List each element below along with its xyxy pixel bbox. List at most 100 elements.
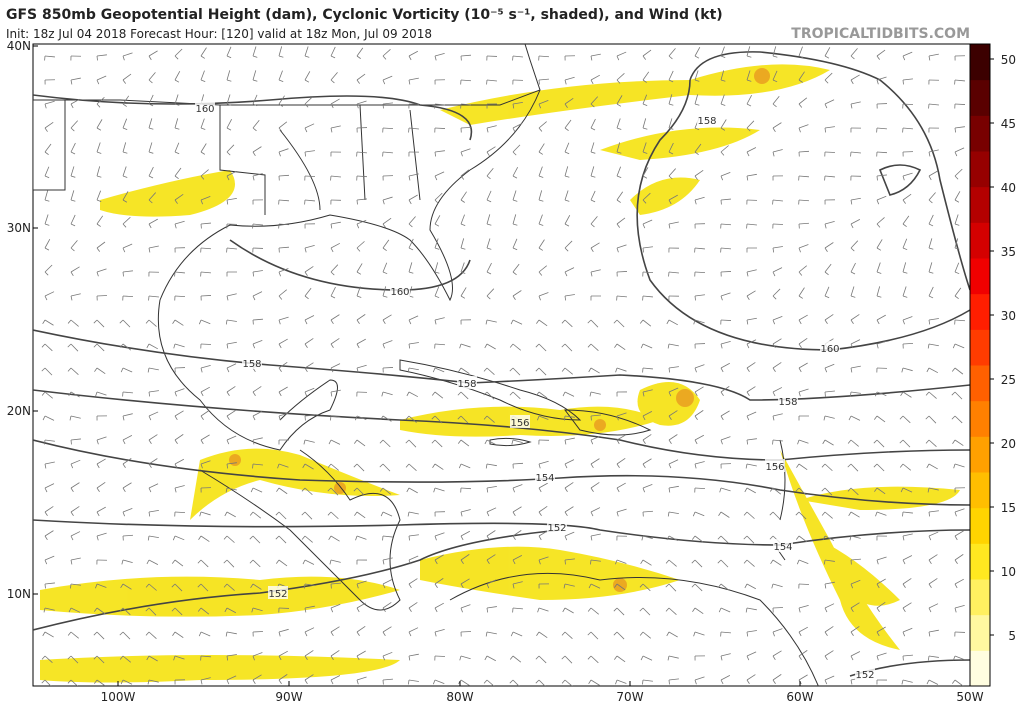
wind-barb	[197, 607, 202, 612]
wind-barb	[798, 271, 803, 276]
wind-barb	[954, 247, 960, 250]
wind-barb	[590, 271, 593, 277]
wind-barb	[772, 439, 783, 442]
wind-barb	[382, 583, 386, 589]
wind-barb	[796, 559, 800, 565]
colorbar-label: 5	[1008, 629, 1016, 643]
wind-barb	[616, 72, 625, 81]
wind-barb	[564, 319, 573, 328]
wind-barb	[44, 535, 48, 541]
wind-barb	[408, 391, 419, 398]
wind-barb	[850, 558, 861, 561]
wind-barb	[744, 583, 748, 589]
wind-barb	[902, 78, 913, 81]
wind-barb	[850, 55, 855, 60]
wind-barb	[876, 340, 887, 345]
wind-barb	[564, 151, 570, 155]
wind-barb	[356, 55, 361, 59]
wind-barb	[746, 46, 751, 57]
wind-barb	[616, 244, 627, 249]
wind-barb	[824, 583, 827, 589]
wind-barb	[408, 439, 417, 448]
wind-barb	[769, 511, 774, 516]
wind-barb	[538, 631, 548, 638]
wind-barb	[564, 437, 575, 441]
wind-barb	[434, 559, 438, 565]
wind-barb	[120, 679, 124, 685]
wind-barb	[355, 415, 358, 421]
wind-barb	[460, 578, 470, 585]
wind-barb	[798, 388, 809, 393]
wind-barb	[798, 287, 805, 297]
wind-barb	[434, 238, 439, 249]
wind-barb	[746, 343, 750, 349]
wind-barb	[278, 289, 287, 297]
wind-barb	[590, 190, 596, 201]
wind-barb	[876, 559, 879, 565]
wind-barb	[70, 247, 75, 252]
wind-barb	[486, 319, 497, 323]
wind-barb	[928, 463, 938, 470]
wind-barb	[668, 410, 678, 417]
wind-barb	[616, 295, 627, 298]
wind-barb	[70, 190, 75, 201]
wind-barb	[769, 535, 774, 540]
wind-barb	[67, 319, 72, 324]
wind-barb	[928, 391, 937, 399]
wind-barb	[226, 70, 231, 81]
wind-barb	[538, 463, 541, 469]
wind-barb	[405, 463, 410, 468]
wind-barb	[642, 271, 654, 274]
contour-label: 158	[778, 397, 797, 408]
wind-barb	[174, 271, 185, 274]
wind-barb	[564, 607, 574, 614]
wind-barb	[42, 415, 46, 421]
wind-barb	[928, 149, 939, 153]
wind-barb	[226, 675, 237, 681]
wind-barb	[330, 46, 336, 57]
wind-barb	[511, 439, 514, 445]
wind-barb	[122, 95, 130, 105]
wind-barb	[408, 655, 411, 661]
wind-barb	[148, 245, 159, 249]
wind-barb	[119, 343, 124, 348]
contour-label-bg	[697, 113, 717, 126]
wind-barb	[876, 271, 882, 274]
wind-barb	[691, 583, 696, 588]
wind-barb	[434, 199, 439, 204]
wind-barb	[743, 511, 748, 516]
wind-barb	[824, 126, 835, 129]
wind-barb	[278, 362, 288, 369]
wind-barb	[616, 415, 619, 421]
wind-barb	[743, 535, 748, 540]
wind-barb	[330, 582, 341, 585]
wind-barb	[379, 463, 384, 468]
wind-barb	[122, 413, 133, 417]
lat-label: 30N	[7, 221, 31, 235]
wind-barb	[512, 391, 521, 400]
wind-barb	[356, 511, 366, 519]
wind-barb	[954, 223, 960, 226]
wind-barb	[174, 487, 177, 493]
wind-barb	[928, 175, 932, 181]
wind-barb	[512, 247, 518, 251]
wind-barb	[538, 265, 548, 273]
wind-barb	[43, 607, 46, 613]
wind-barb	[512, 199, 518, 202]
wind-barb	[96, 119, 103, 129]
wind-barb	[694, 103, 700, 106]
wind-barb	[434, 631, 437, 637]
wind-barb	[96, 247, 101, 252]
wind-barb	[382, 651, 393, 657]
wind-barb	[824, 242, 834, 249]
wind-barb	[459, 655, 462, 661]
wind-barb	[590, 414, 601, 417]
wind-barb	[798, 535, 808, 543]
wind-barb	[720, 119, 727, 129]
wind-barb	[95, 583, 98, 589]
wind-barb	[876, 652, 887, 657]
wind-barb	[96, 223, 101, 227]
wind-barb	[434, 271, 440, 274]
wind-barb	[902, 367, 913, 372]
wind-barb	[564, 98, 574, 105]
